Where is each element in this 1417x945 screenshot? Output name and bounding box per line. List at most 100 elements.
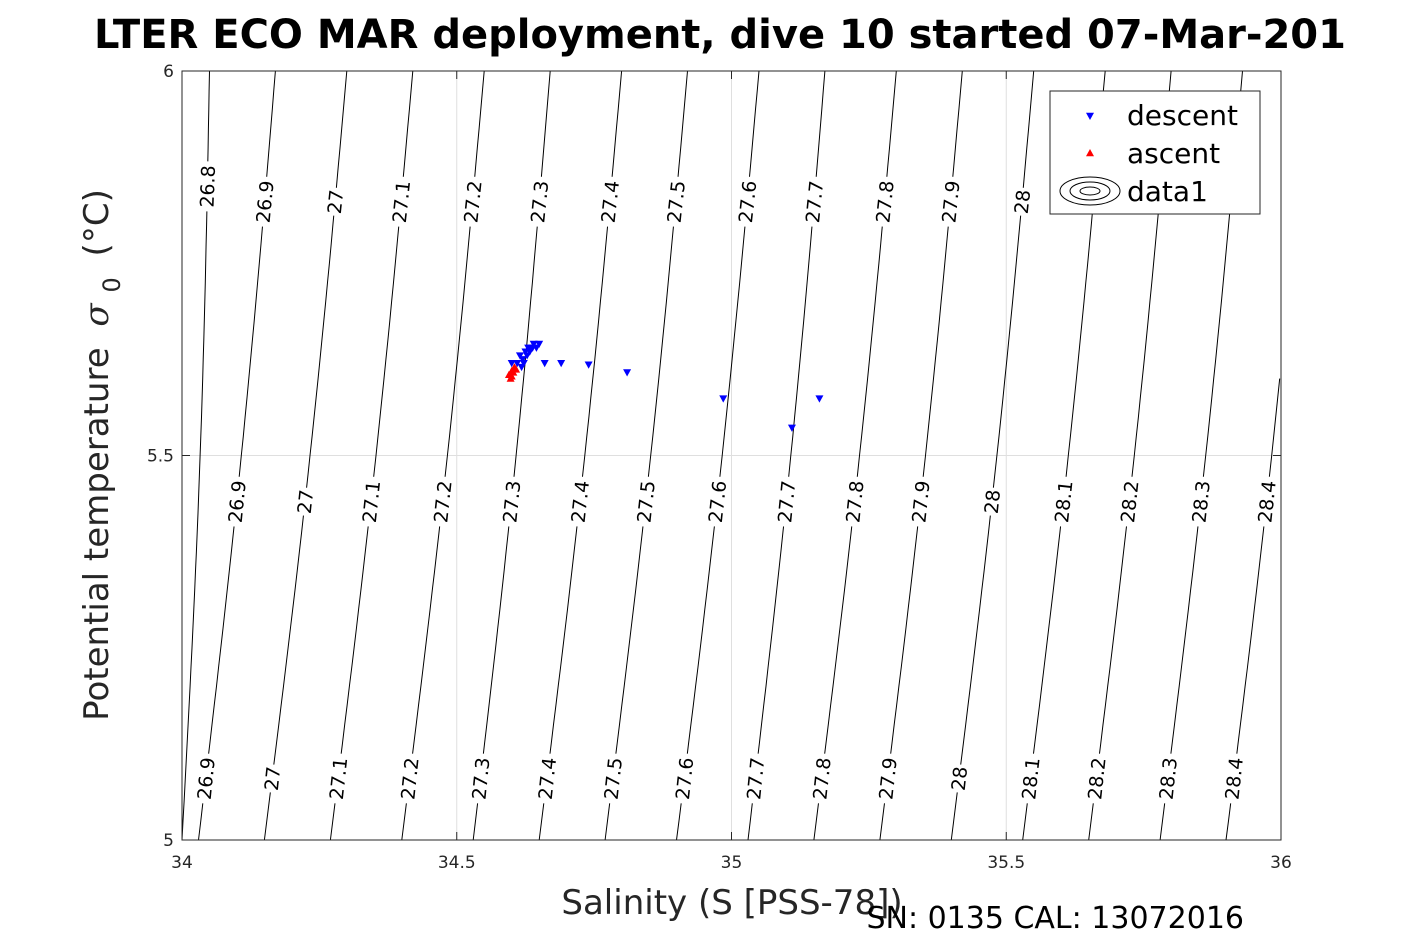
contour-label: 27.2 (395, 752, 424, 805)
descent-marker (623, 369, 632, 377)
y-axis-label-symbol: σ (77, 303, 117, 327)
contour-label: 27.4 (533, 752, 561, 805)
contour-label-text: 28 (981, 489, 1005, 515)
contour-label-text: 28.3 (1189, 480, 1215, 524)
contour-label: 28 (1009, 186, 1035, 217)
contour-label-bg (906, 475, 935, 528)
contour-label: 28 (946, 763, 972, 794)
contour-label: 27.6 (733, 175, 761, 228)
y-axis-label: Potential temperature σ 0 (°C) (77, 189, 129, 721)
svg-text:Potential temperature σ: Potential temperature σ 0 (°C) (77, 189, 129, 721)
density-contour-labels: 26.8 26.9 27 27.1 27.2 27.3 27.4 27.5 27.6 27.7 27… (192, 161, 1281, 805)
contour-label-bg (1009, 186, 1035, 217)
contour-label-text: 27.2 (397, 756, 423, 800)
contour-label: 28 (979, 486, 1005, 517)
contour-label-bg (292, 486, 318, 517)
chart-title: LTER ECO MAR deployment, dive 10 started… (94, 12, 1346, 58)
contour-label-bg (223, 475, 251, 528)
contour-label-bg (251, 175, 279, 228)
contour-label-bg (192, 752, 220, 805)
contour-label: 28.2 (1082, 752, 1111, 805)
descent-marker (787, 424, 796, 432)
contour-label-text: 27 (261, 765, 285, 791)
contour-label-bg (1115, 475, 1143, 528)
contour-label-bg (566, 475, 594, 528)
contour-label-text: 28.2 (1084, 756, 1110, 800)
contour-label: 27.7 (741, 752, 769, 805)
contour-label-text: 27.1 (326, 756, 352, 800)
legend-ascent-label: ascent (1127, 137, 1220, 170)
ascent-marker (512, 365, 521, 373)
contour-label-text: 27.5 (601, 756, 627, 800)
contour-label-text: 27.8 (809, 756, 835, 800)
contour-label-text: 27.8 (872, 180, 898, 224)
contour-label-text: 28.1 (1018, 756, 1044, 800)
contour-label-bg (1049, 475, 1077, 528)
descent-marker (518, 356, 527, 364)
contour-label: 28.1 (1016, 752, 1045, 805)
contour-label-text: 27.3 (499, 480, 525, 524)
contour-label-bg (259, 763, 285, 794)
contour-label-bg (497, 475, 525, 528)
descent-marker (584, 361, 593, 369)
contour-label-bg (808, 752, 836, 805)
y-tick-label: 5.5 (147, 447, 174, 467)
descent-marker (528, 344, 537, 352)
x-tick-label: 35 (721, 853, 743, 873)
contour-label-bg (662, 175, 690, 228)
x-axis-ticks: 34 34.5 35 35.5 36 (171, 71, 1292, 873)
contour-label-text: 27.5 (634, 480, 660, 524)
contour-label-bg (703, 475, 731, 528)
contour-label: 27.1 (357, 475, 385, 528)
contour-label-bg (387, 175, 415, 228)
contour-label: 26.8 (195, 161, 220, 212)
contour-label: 28.3 (1154, 752, 1182, 805)
contour-label-text: 27.4 (568, 480, 594, 524)
contour-label: 28.4 (1253, 475, 1281, 528)
contour-label-bg (874, 752, 902, 805)
x-tick-label: 34 (171, 853, 193, 873)
contour-label-bg (357, 475, 385, 528)
contour-label-bg (1082, 752, 1110, 805)
contour-label-bg (800, 175, 828, 228)
contour-label: 27.6 (670, 752, 698, 805)
contour-label-bg (467, 752, 494, 805)
contour-label-text: 28.2 (1117, 480, 1143, 524)
contour-label-bg (322, 186, 348, 217)
descent-marker (519, 360, 528, 368)
descent-marker (515, 352, 524, 360)
contour-label-bg (1154, 752, 1182, 805)
contour-label-bg (1016, 752, 1044, 805)
contour-label-bg (979, 486, 1005, 517)
contour-label: 27.5 (599, 752, 627, 805)
contour-label-text: 27.5 (664, 180, 690, 224)
contour-label: 27.5 (632, 475, 660, 528)
y-axis-label-text: Potential temperature (77, 347, 117, 720)
contour-label: 27.4 (596, 175, 624, 228)
descent-marker (719, 395, 728, 403)
contour-label: 27.6 (703, 475, 731, 528)
contour-label-text: 27.8 (842, 480, 868, 524)
descent-marker (557, 360, 566, 368)
contour-label-bg (632, 475, 660, 528)
legend-ascent-marker (1086, 149, 1094, 157)
contour-label-bg (670, 752, 698, 805)
contour-label-text: 27.6 (735, 180, 761, 224)
y-tick-label: 6 (163, 62, 174, 82)
contour-label-text: 26.9 (194, 756, 220, 800)
contour-label-text: 26.9 (253, 180, 279, 224)
contour-label-text: 27.9 (908, 480, 934, 524)
contour-label-bg (324, 752, 352, 805)
contour-label-bg (395, 752, 424, 805)
contour-label-text: 28.3 (1156, 756, 1182, 800)
contour-label: 27.3 (467, 752, 495, 805)
contour-label: 26.9 (223, 475, 251, 528)
contour-label-bg (946, 763, 972, 794)
contour-label: 27.1 (324, 752, 352, 805)
contour-label-bg (1220, 752, 1248, 805)
y-axis-label-unit: (°C) (77, 189, 117, 256)
contour-label-bg (871, 175, 899, 228)
contour-label: 27.8 (871, 175, 899, 228)
contour-label: 27.2 (458, 175, 487, 228)
